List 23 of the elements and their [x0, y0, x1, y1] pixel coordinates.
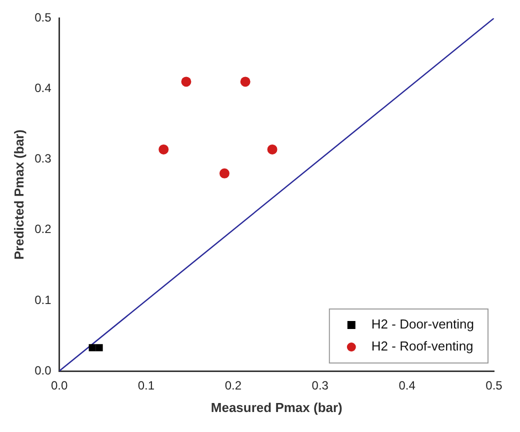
- point: [240, 76, 250, 87]
- y-axis-title: Predicted Pmax (bar): [11, 130, 26, 260]
- point: [158, 144, 169, 154]
- y-tick-label: 0.3: [34, 152, 52, 166]
- point: [181, 76, 192, 87]
- point: [96, 344, 103, 352]
- point: [267, 144, 278, 154]
- x-tick-label: 0.2: [224, 378, 242, 393]
- legend-label: H2 - Roof-venting: [371, 338, 474, 354]
- x-tick-label: 0.3: [312, 378, 329, 393]
- y-tick-label: 0.2: [34, 222, 52, 236]
- y-tick-label: 0.1: [34, 292, 52, 307]
- point: [88, 344, 96, 352]
- y-tick-label: 0.4: [34, 81, 52, 96]
- x-tick-label: 0.5: [486, 378, 503, 393]
- y-tick-label: 0.5: [34, 10, 52, 25]
- legend-label: H2 - Door-venting: [371, 316, 474, 332]
- x-axis-title: Measured Pmax (bar): [210, 400, 342, 415]
- x-tick-label: 0.1: [138, 378, 155, 393]
- x-tick-label: 0.4: [398, 378, 416, 393]
- x-tick-label: 0.0: [50, 378, 68, 393]
- point: [219, 168, 230, 178]
- y-tick-label: 0.0: [34, 363, 52, 378]
